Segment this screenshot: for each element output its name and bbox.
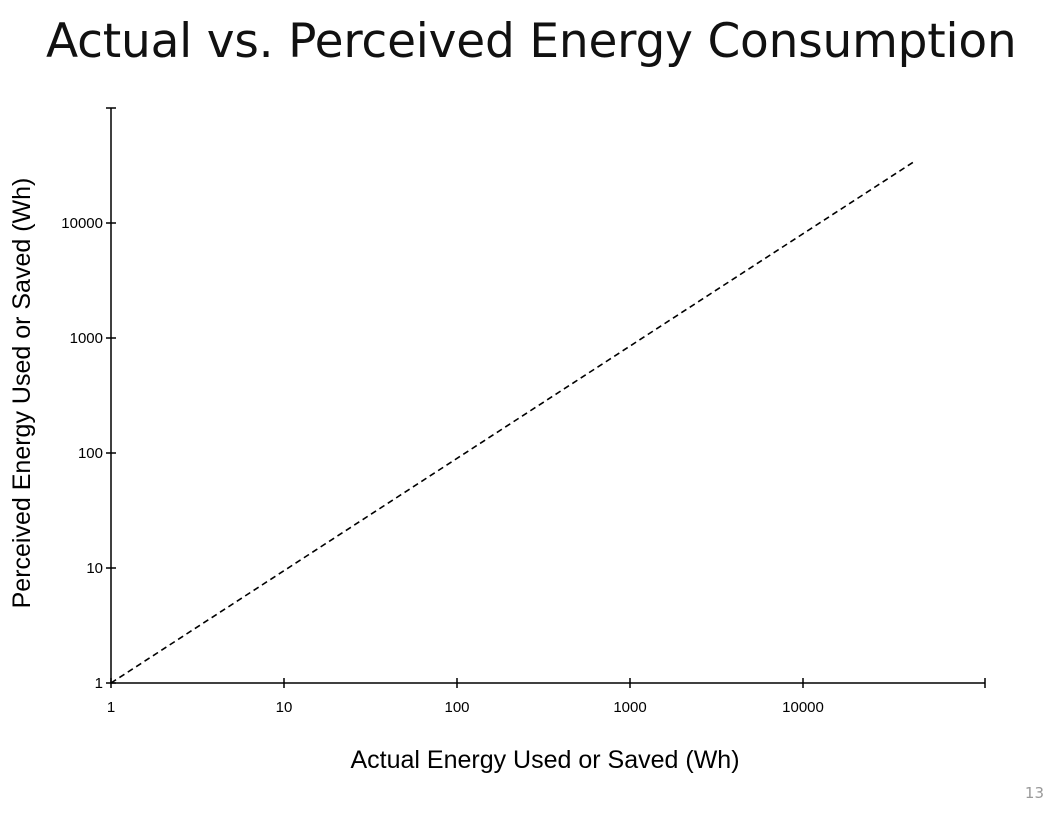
y-tick-label: 1000	[70, 330, 103, 347]
x-tick-label: 1000	[613, 699, 646, 716]
y-tick-label: 1	[95, 675, 103, 692]
page-number: 13	[1024, 784, 1044, 802]
slide-title: Actual vs. Perceived Energy Consumption	[46, 14, 1017, 69]
chart-axes	[106, 107, 986, 688]
y-axis-title: Perceived Energy Used or Saved (Wh)	[8, 178, 36, 609]
x-tick-label: 10	[276, 699, 293, 716]
x-tick-label: 1	[107, 699, 115, 716]
y-tick-label: 10	[86, 560, 103, 577]
x-axis-title: Actual Energy Used or Saved (Wh)	[350, 746, 739, 774]
chart-ticks: 1 10 100 1000 10000 1 10 100 1000 10000	[61, 215, 824, 716]
y-tick-label: 10000	[61, 215, 103, 232]
chart-series	[110, 159, 917, 684]
series-line	[110, 159, 917, 684]
x-tick-label: 100	[444, 699, 469, 716]
x-tick-label: 10000	[782, 699, 824, 716]
y-tick-label: 100	[78, 445, 103, 462]
